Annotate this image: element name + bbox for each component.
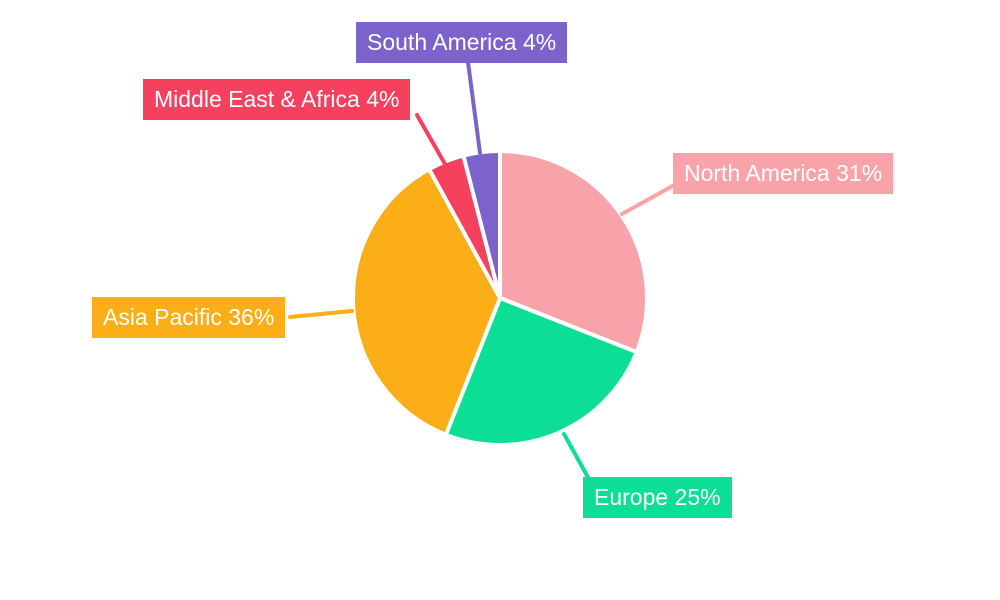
pie-label-south-america: South America 4% [356,22,568,63]
pie-slice-europe[interactable] [443,296,639,447]
pie-label-middle-east-africa: Middle East & Africa 4% [143,79,411,120]
pie-slice-asia-pacific[interactable] [351,167,502,437]
leader-line-asia-pacific [288,309,354,319]
pie-label-north-america: North America 31% [673,153,894,194]
pie-label-asia-pacific: Asia Pacific 36% [92,297,286,338]
leader-line-north-america [620,181,680,216]
leader-line-middle-east-africa [415,113,447,166]
leader-line-europe [562,432,592,483]
pie-label-europe: Europe 25% [583,477,732,518]
leader-line-south-america [466,60,482,155]
